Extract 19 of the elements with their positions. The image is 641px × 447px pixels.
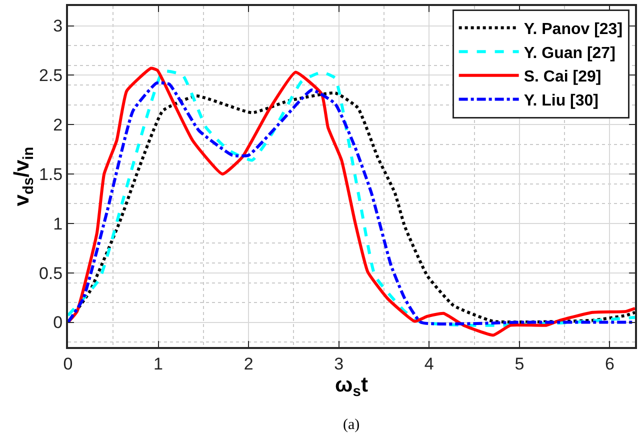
x-axis-title: ω$_{s}$t [335,373,368,400]
y-tick-label: 3 [53,16,63,36]
x-tick-label: 2 [244,354,254,374]
y-tick-label: 1 [53,214,63,234]
y-tick-label: 1.5 [38,164,63,184]
legend-label: S. Cai [29] [524,68,602,86]
y-tick-label: 2.5 [38,66,63,86]
x-tick-label: 5 [514,354,524,374]
x-tick-label: 1 [154,354,164,374]
y-tick-label: 0 [53,313,63,332]
legend-label: Y. Liu [30] [524,92,599,110]
x-tick-label: 3 [334,354,344,374]
y-tick-label: 0.5 [38,264,63,283]
y-tick-label: 2 [53,116,63,135]
legend-label: Y. Guan [27] [524,44,616,62]
x-tick-label: 4 [424,354,434,374]
text: (a) [343,417,360,433]
x-tick-label: 6 [604,354,614,374]
legend-label: Y. Panov [23] [524,21,623,38]
